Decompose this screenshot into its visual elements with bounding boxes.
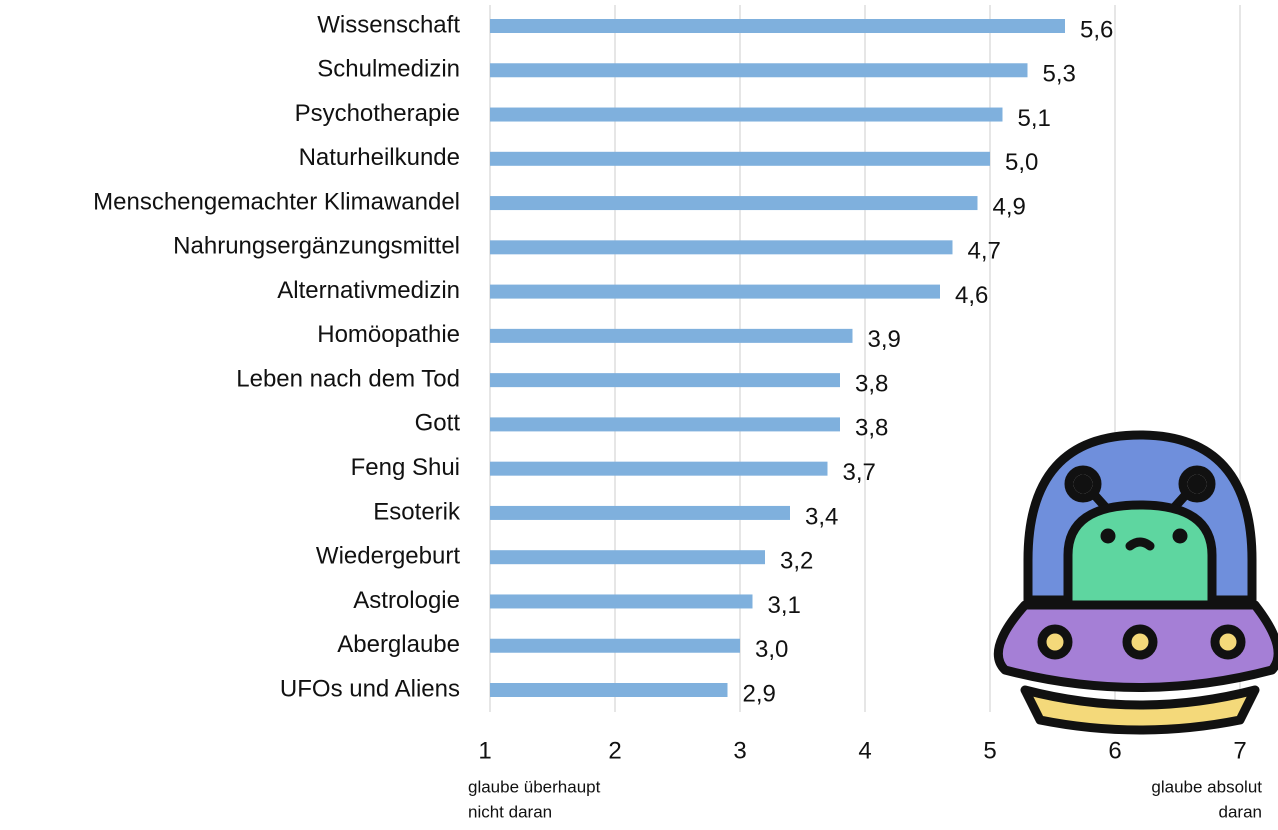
value-label: 3,8 (855, 415, 888, 442)
x-tick-label: 4 (858, 737, 871, 764)
bar (490, 240, 953, 254)
value-label: 3,0 (755, 636, 788, 663)
value-label: 3,1 (768, 592, 801, 619)
x-min-note: nicht daran (468, 802, 552, 821)
category-label: UFOs und Aliens (280, 675, 460, 702)
x-tick-label: 2 (608, 737, 621, 764)
category-label: Psychotherapie (295, 100, 460, 127)
bar (490, 683, 728, 697)
chart: 1 2 3 4 5 6 7 Wissenschaft 5,6 Schulmedizin 5,3 Psy… (0, 0, 1278, 825)
bar (490, 285, 940, 299)
value-label: 5,1 (1018, 105, 1051, 132)
x-tick-label: 5 (983, 737, 996, 764)
category-label: Gott (415, 410, 461, 437)
bar (490, 417, 840, 431)
value-label: 4,7 (968, 238, 1001, 265)
x-tick-label: 3 (733, 737, 746, 764)
bar (490, 329, 853, 343)
category-label: Feng Shui (351, 454, 460, 481)
value-label: 5,3 (1043, 61, 1076, 88)
category-label: Menschengemachter Klimawandel (93, 188, 460, 215)
value-label: 3,2 (780, 548, 813, 575)
category-label: Homöopathie (317, 321, 460, 348)
category-label: Leben nach dem Tod (236, 365, 460, 392)
category-label: Wissenschaft (317, 11, 460, 38)
bar (490, 462, 828, 476)
category-label: Astrologie (353, 587, 460, 614)
bar (490, 108, 1003, 122)
bar (490, 373, 840, 387)
x-tick-label: 7 (1233, 737, 1246, 764)
value-label: 3,7 (843, 459, 876, 486)
bar (490, 152, 990, 166)
ufo-icon (998, 435, 1278, 730)
bar (490, 594, 753, 608)
value-label: 4,9 (993, 193, 1026, 220)
category-label: Naturheilkunde (299, 144, 460, 171)
category-label: Aberglaube (337, 631, 460, 658)
category-label: Schulmedizin (317, 56, 460, 83)
bar (490, 639, 740, 653)
bar (490, 19, 1065, 33)
value-label: 3,8 (855, 370, 888, 397)
bar (490, 550, 765, 564)
x-max-note: glaube absolut (1151, 777, 1262, 796)
bar (490, 63, 1028, 77)
bar (490, 196, 978, 210)
category-label: Wiedergeburt (316, 543, 460, 570)
x-tick-label: 6 (1108, 737, 1121, 764)
bar (490, 506, 790, 520)
category-label: Alternativmedizin (277, 277, 460, 304)
category-label: Esoterik (373, 498, 461, 525)
category-label: Nahrungsergänzungsmittel (173, 233, 460, 260)
x-max-note: daran (1219, 802, 1262, 821)
value-label: 3,4 (805, 503, 838, 530)
x-tick-label: 1 (478, 737, 491, 764)
value-label: 5,0 (1005, 149, 1038, 176)
x-min-note: glaube überhaupt (468, 777, 601, 796)
value-label: 3,9 (868, 326, 901, 353)
value-label: 5,6 (1080, 16, 1113, 43)
value-label: 2,9 (743, 680, 776, 707)
value-label: 4,6 (955, 282, 988, 309)
